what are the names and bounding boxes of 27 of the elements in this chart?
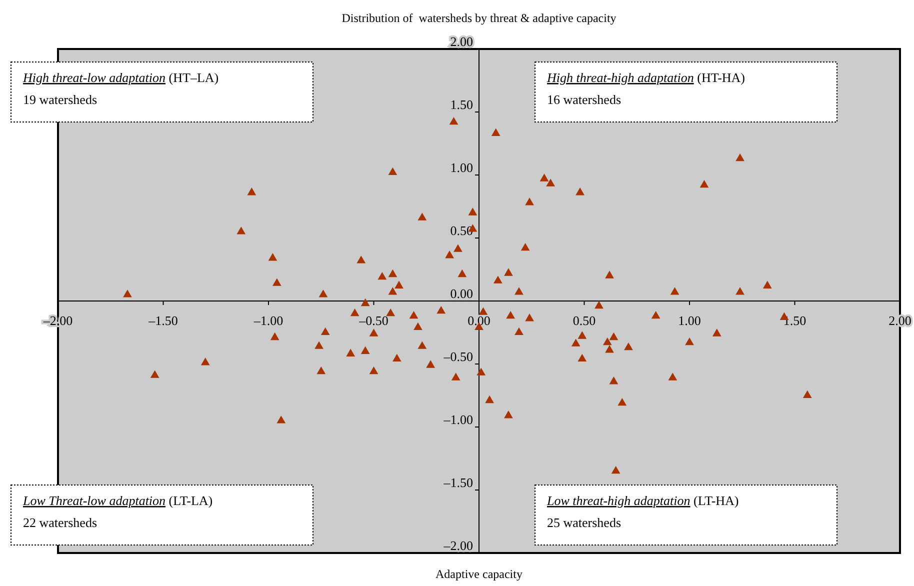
y-tick-label: –1.00 (442, 412, 473, 427)
annotation: 19 watersheds (23, 92, 98, 107)
annotation: 25 watersheds (547, 515, 622, 530)
note-box: High threat-low adaptation (HT–LA) 19 watersheds (10, 62, 314, 122)
annotation: 22 watersheds (23, 515, 98, 530)
annotation: Low Threat-low adaptation (LT-LA) (22, 493, 213, 508)
y-tick-label: –2.00 (442, 538, 473, 553)
chart-title: Distribution of watersheds by threat & adaptive capacity (342, 11, 616, 25)
annotation: 16 watersheds (547, 92, 622, 107)
y-tick-label: 2.00 (450, 34, 473, 49)
x-tick-label: 1.00 (678, 313, 701, 328)
y-tick-label: 1.50 (450, 97, 473, 112)
y-tick-label: 1.00 (450, 160, 473, 175)
note-box: High threat-high adaptation (HT-HA) 16 watersheds (534, 62, 838, 122)
y-tick-label: 0.00 (450, 286, 473, 301)
annotation: High threat-high adaptation (HT-HA) (546, 70, 746, 85)
x-tick-label: –1.50 (148, 313, 178, 328)
x-axis-title: Adaptive capacity (436, 567, 522, 581)
annotation: Low threat-high adaptation (LT-HA) (546, 493, 739, 508)
note-box: Low threat-high adaptation (LT-HA) 25 watersheds (534, 484, 838, 546)
x-tick-label: 0.50 (572, 313, 596, 328)
note-box: Low Threat-low adaptation (LT-LA) 22 watersheds (10, 484, 314, 546)
annotation: High threat-low adaptation (HT–LA) (22, 70, 219, 85)
y-tick-label: –1.50 (442, 475, 473, 490)
y-tick-label: –0.50 (442, 349, 473, 364)
x-tick-label: –1.00 (252, 313, 284, 328)
x-tick-label: –0.50 (358, 313, 388, 328)
